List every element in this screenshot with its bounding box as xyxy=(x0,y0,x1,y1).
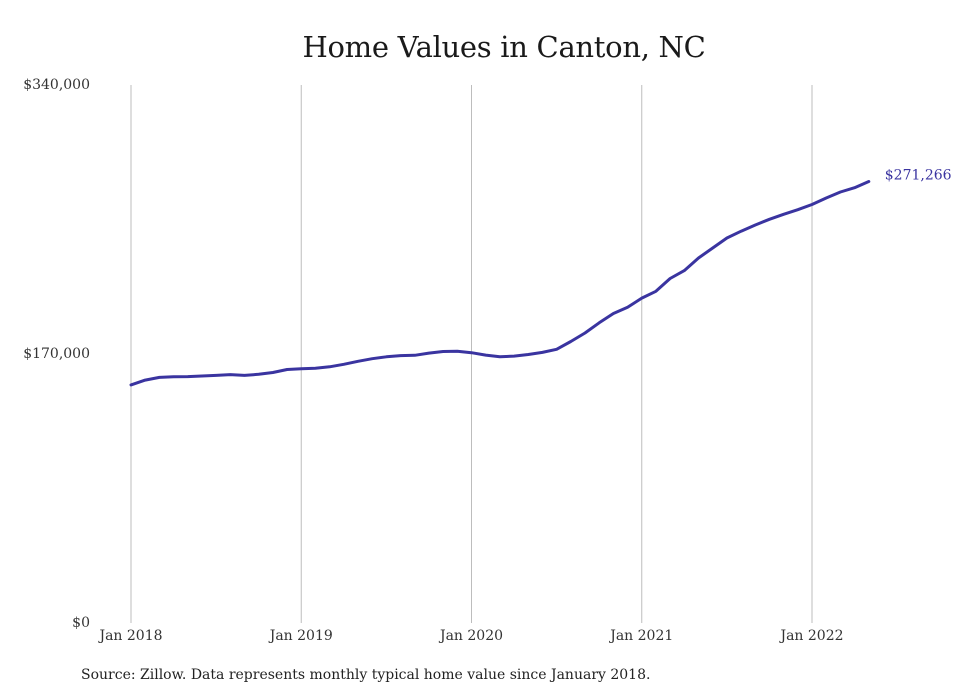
x-tick-label: Jan 2018 xyxy=(97,628,162,644)
x-tick-label: Jan 2022 xyxy=(778,628,843,644)
series-line-0 xyxy=(129,180,871,387)
y-tick-label: $340,000 xyxy=(23,77,90,93)
y-tick-label: $170,000 xyxy=(23,346,90,362)
x-tick-label: Jan 2020 xyxy=(438,628,503,644)
x-tick-label: Jan 2019 xyxy=(268,628,333,644)
source-note: Source: Zillow. Data represents monthly … xyxy=(81,667,651,683)
end-value-label: $271,266 xyxy=(885,168,952,184)
y-axis-ticks: $0 $170,000 $340,000 xyxy=(23,77,90,631)
chart-title: Home Values in Canton, NC xyxy=(302,30,706,64)
y-tick-label: $0 xyxy=(72,615,90,631)
x-tick-label: Jan 2021 xyxy=(608,628,673,644)
series-layer xyxy=(129,180,871,387)
end-label-layer: $271,266 xyxy=(885,168,952,184)
x-axis-ticks: Jan 2018 Jan 2019 Jan 2020 Jan 2021 Jan 2022 xyxy=(97,628,843,644)
